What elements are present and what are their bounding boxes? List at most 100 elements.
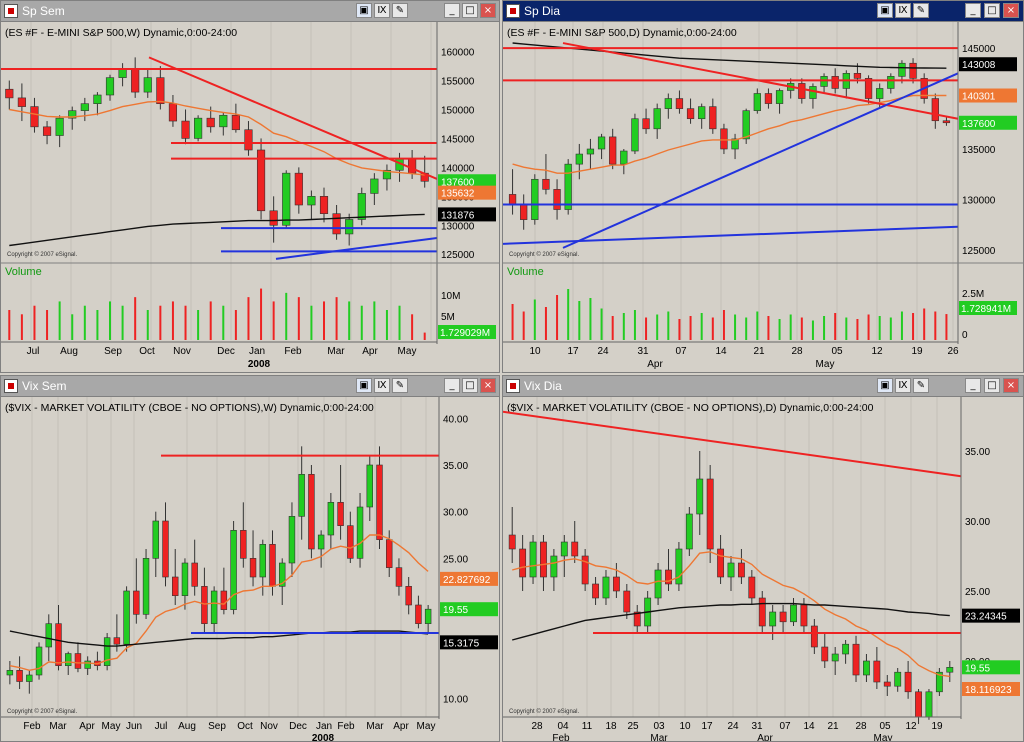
x-tick-label: Jan [316, 721, 332, 732]
candle-body [282, 172, 291, 226]
chart-window-icon[interactable]: ▣ [356, 3, 372, 18]
candle-body [308, 474, 315, 550]
title-bar[interactable]: Sp Dia ▣ Ⅸ ✎ _ □ × [503, 1, 1023, 22]
x-tick-label: 18 [605, 721, 617, 732]
candle-body [623, 590, 631, 613]
x-tick-label: Jul [27, 346, 40, 357]
candle-body [386, 539, 393, 568]
indicator-icon[interactable]: Ⅸ [374, 3, 390, 18]
candle-body [612, 576, 620, 592]
volume-bar [900, 311, 903, 340]
price-label-box [962, 608, 1020, 623]
link-icon[interactable]: ✎ [913, 378, 929, 393]
maximize-button[interactable]: □ [984, 3, 1000, 18]
minimize-button[interactable]: _ [965, 3, 981, 18]
close-button[interactable]: × [480, 378, 496, 393]
x-tick-label: 24 [727, 721, 739, 732]
candle-body [581, 555, 589, 585]
minimize-button[interactable]: _ [444, 378, 460, 393]
link-icon[interactable]: ✎ [392, 378, 408, 393]
candle-body [942, 120, 951, 124]
minimize-button[interactable]: _ [444, 3, 460, 18]
title-bar[interactable]: Vix Dia ▣ Ⅸ ✎ _ □ × [503, 376, 1023, 397]
maximize-button[interactable]: □ [462, 378, 478, 393]
chart-window-icon[interactable]: ▣ [356, 378, 372, 393]
panel-vix-daily[interactable]: Vix Dia ▣ Ⅸ ✎ _ □ × ($VIX - MARKET VOLAT… [502, 375, 1024, 742]
y-tick-label: 160000 [441, 48, 475, 59]
volume-bar [800, 317, 803, 340]
x-tick-label: 25 [627, 721, 639, 732]
candle-body [894, 671, 902, 687]
chart-window-icon[interactable]: ▣ [877, 378, 893, 393]
candle-body [35, 646, 43, 676]
y-tick-label: 130000 [962, 195, 996, 206]
x-tick-label: 05 [831, 346, 843, 357]
volume-value-box [959, 301, 1017, 315]
candle-body [931, 98, 939, 122]
indicator-icon[interactable]: Ⅸ [895, 3, 911, 18]
indicator-icon[interactable]: Ⅸ [895, 378, 911, 393]
candle-body [731, 138, 739, 150]
candle-body [93, 94, 102, 104]
panel-sp-weekly[interactable]: Sp Sem ▣ Ⅸ ✎ _ □ × (ES #F - E-MINI S&P 5… [0, 0, 500, 373]
link-icon[interactable]: ✎ [392, 3, 408, 18]
volume-bar [423, 332, 426, 340]
trendline-up [562, 72, 959, 249]
candle-body [65, 653, 72, 666]
x-tick-label: Feb [337, 721, 355, 732]
indicator-icon[interactable]: Ⅸ [374, 378, 390, 393]
candle-body [564, 163, 572, 210]
minimize-button[interactable]: _ [965, 378, 981, 393]
volume-bar [209, 301, 212, 340]
candle-body [553, 189, 561, 210]
candle-body [133, 590, 140, 615]
close-button[interactable]: × [480, 3, 496, 18]
chart-window-icon[interactable]: ▣ [877, 3, 893, 18]
candle-body [307, 196, 316, 206]
panel-sp-daily[interactable]: Sp Dia ▣ Ⅸ ✎ _ □ × (ES #F - E-MINI S&P 5… [502, 0, 1024, 373]
window-title: Sp Dia [524, 4, 561, 18]
price-label-box [438, 174, 496, 189]
maximize-button[interactable]: □ [462, 3, 478, 18]
panel-vix-weekly[interactable]: Vix Sem ▣ Ⅸ ✎ _ □ × ($VIX - MARKET VOLAT… [0, 375, 500, 742]
title-bar[interactable]: Sp Sem ▣ Ⅸ ✎ _ □ × [1, 1, 499, 22]
candle-body [946, 666, 954, 673]
candle-body [575, 153, 583, 165]
link-icon[interactable]: ✎ [913, 3, 929, 18]
candle-body [779, 611, 787, 623]
maximize-button[interactable]: □ [984, 378, 1000, 393]
candle-body [925, 691, 933, 718]
volume-bar [645, 317, 648, 340]
volume-bar [745, 317, 748, 340]
volume-bar [171, 301, 174, 340]
candle-body [586, 148, 595, 155]
candle-body [210, 590, 218, 624]
candle-body [244, 129, 253, 151]
volume-bar [222, 305, 225, 340]
volume-bar [159, 305, 162, 340]
price-label-box [962, 682, 1020, 696]
x-tick-label: Apr [393, 721, 409, 732]
candle-body [798, 83, 806, 99]
candle-body [717, 548, 725, 578]
close-button[interactable]: × [1003, 3, 1019, 18]
volume-bar [834, 313, 837, 340]
y-tick-label: 35.00 [965, 447, 990, 458]
candle-body [26, 674, 33, 682]
x-tick-label: 19 [931, 721, 943, 732]
x-tick-label: 28 [531, 721, 543, 732]
candle-body [408, 158, 417, 174]
candle-body [706, 478, 714, 550]
title-bar[interactable]: Vix Sem ▣ Ⅸ ✎ _ □ × [1, 376, 499, 397]
candle-body [201, 586, 208, 624]
volume-bar [734, 314, 737, 340]
candle-body [356, 506, 364, 559]
volume-tick: 2.5M [962, 289, 984, 300]
y-tick-label: 40.00 [443, 414, 468, 425]
y-tick-label: 30.00 [965, 517, 990, 528]
ema-line [9, 100, 425, 176]
close-button[interactable]: × [1003, 378, 1019, 393]
candle-body [909, 62, 917, 79]
moving-average-line [9, 213, 425, 247]
y-tick-label: 135000 [962, 145, 996, 156]
